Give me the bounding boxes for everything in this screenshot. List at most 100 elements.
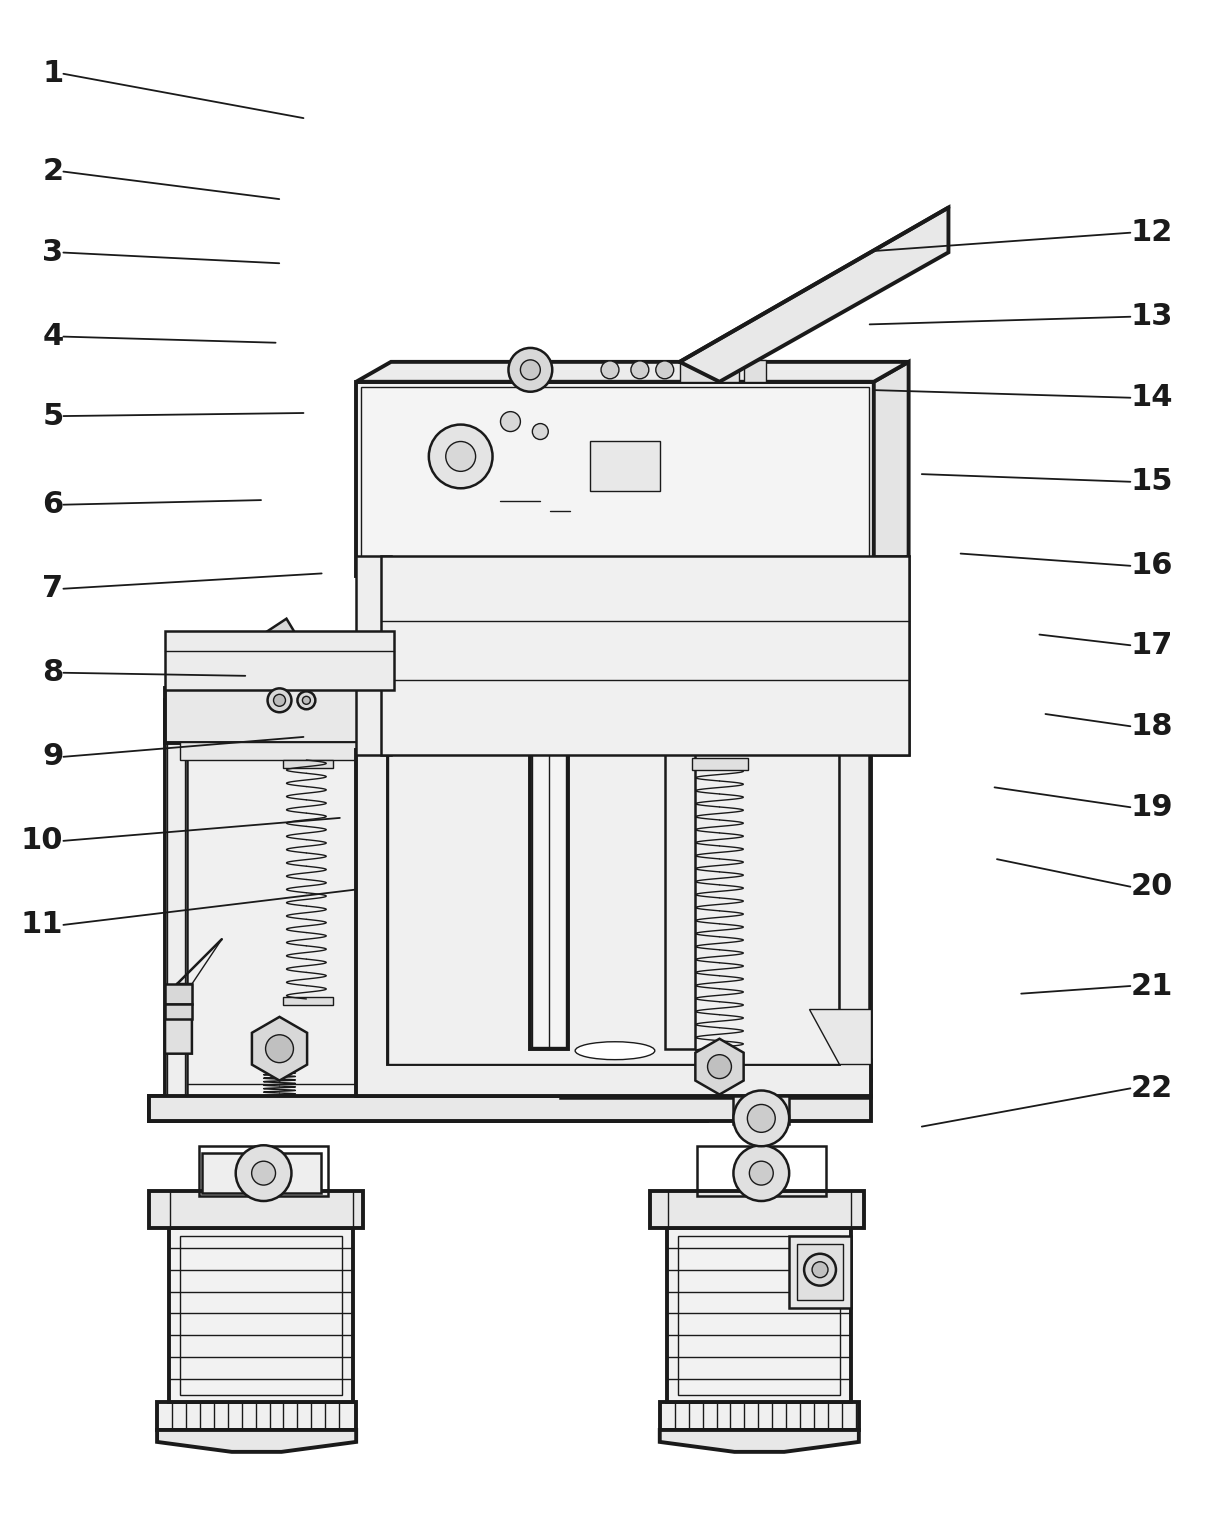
Bar — [532, 563, 566, 1047]
Bar — [169, 1228, 353, 1401]
Circle shape — [749, 1160, 773, 1185]
Circle shape — [274, 694, 285, 706]
Text: 8: 8 — [43, 659, 63, 688]
Bar — [733, 1096, 789, 1124]
Polygon shape — [252, 1016, 307, 1081]
Text: 1: 1 — [43, 60, 63, 89]
Text: 9: 9 — [43, 743, 63, 771]
Bar — [157, 1401, 356, 1431]
Bar — [677, 1236, 840, 1395]
Polygon shape — [248, 619, 301, 643]
Bar — [164, 1004, 192, 1019]
Bar — [692, 758, 748, 771]
Bar — [284, 996, 334, 1005]
Circle shape — [733, 1090, 789, 1147]
Text: 7: 7 — [43, 574, 63, 603]
Bar — [180, 715, 379, 1084]
Text: 19: 19 — [1130, 792, 1173, 821]
Bar — [284, 760, 334, 768]
Circle shape — [748, 1105, 775, 1133]
Bar — [697, 1147, 826, 1196]
Text: 14: 14 — [1130, 384, 1173, 413]
Bar — [381, 556, 909, 755]
Circle shape — [532, 424, 548, 439]
Text: 6: 6 — [43, 490, 63, 519]
Text: 3: 3 — [43, 238, 63, 267]
Circle shape — [501, 411, 520, 431]
Bar — [560, 1059, 871, 1081]
Text: 2: 2 — [43, 157, 63, 186]
Text: 16: 16 — [1130, 551, 1173, 580]
Circle shape — [429, 425, 492, 488]
Bar — [164, 700, 186, 1099]
Bar — [167, 703, 185, 1096]
Circle shape — [446, 442, 475, 471]
Bar — [666, 1228, 851, 1401]
Polygon shape — [157, 1431, 356, 1452]
Text: 5: 5 — [43, 402, 63, 430]
Bar — [361, 387, 868, 571]
Bar — [797, 1243, 843, 1300]
Bar — [180, 741, 384, 760]
Bar — [149, 1096, 871, 1122]
Bar — [180, 1236, 342, 1395]
Bar — [149, 1096, 706, 1122]
Circle shape — [236, 1145, 291, 1200]
Polygon shape — [680, 207, 949, 382]
Polygon shape — [809, 1008, 871, 1064]
Bar — [530, 560, 568, 1048]
Text: 20: 20 — [1130, 872, 1173, 901]
Text: 18: 18 — [1130, 712, 1173, 741]
Text: 22: 22 — [1130, 1074, 1173, 1102]
Polygon shape — [356, 362, 909, 382]
Text: 15: 15 — [1130, 467, 1173, 496]
Circle shape — [508, 348, 552, 391]
Polygon shape — [873, 362, 909, 576]
Text: 12: 12 — [1130, 218, 1173, 247]
Circle shape — [252, 1160, 275, 1185]
Bar — [356, 556, 391, 755]
Circle shape — [812, 1262, 828, 1277]
Bar — [164, 631, 393, 691]
Bar — [789, 1236, 851, 1308]
Circle shape — [266, 1035, 294, 1062]
Bar — [164, 688, 393, 743]
Bar — [202, 1153, 322, 1193]
Bar — [590, 442, 660, 491]
Bar — [164, 700, 393, 1099]
Circle shape — [708, 1055, 732, 1079]
Bar — [873, 556, 909, 755]
Polygon shape — [660, 1431, 859, 1452]
Bar — [356, 382, 873, 576]
Polygon shape — [695, 1039, 744, 1094]
Bar — [199, 1147, 329, 1196]
Bar — [389, 751, 839, 1064]
Polygon shape — [164, 984, 192, 1053]
Bar — [164, 984, 192, 1004]
Text: 13: 13 — [1130, 302, 1173, 332]
Circle shape — [520, 359, 541, 379]
Bar — [685, 999, 868, 1021]
Text: 4: 4 — [43, 322, 63, 352]
Circle shape — [804, 1254, 836, 1286]
Circle shape — [733, 1145, 789, 1200]
Circle shape — [631, 361, 649, 379]
Bar — [744, 359, 766, 382]
Text: 17: 17 — [1130, 631, 1173, 660]
Bar — [149, 1191, 363, 1228]
Polygon shape — [356, 751, 871, 1096]
Bar — [560, 1079, 871, 1099]
Bar — [665, 751, 694, 1048]
Text: 11: 11 — [21, 910, 63, 939]
Text: 21: 21 — [1130, 972, 1173, 1001]
Circle shape — [302, 697, 311, 705]
Circle shape — [297, 691, 315, 709]
Circle shape — [655, 361, 674, 379]
Bar — [650, 1191, 864, 1228]
Circle shape — [268, 688, 291, 712]
Ellipse shape — [575, 1042, 655, 1059]
Text: 10: 10 — [21, 826, 63, 855]
Bar — [680, 359, 739, 382]
Circle shape — [600, 361, 619, 379]
Bar — [839, 751, 868, 1048]
